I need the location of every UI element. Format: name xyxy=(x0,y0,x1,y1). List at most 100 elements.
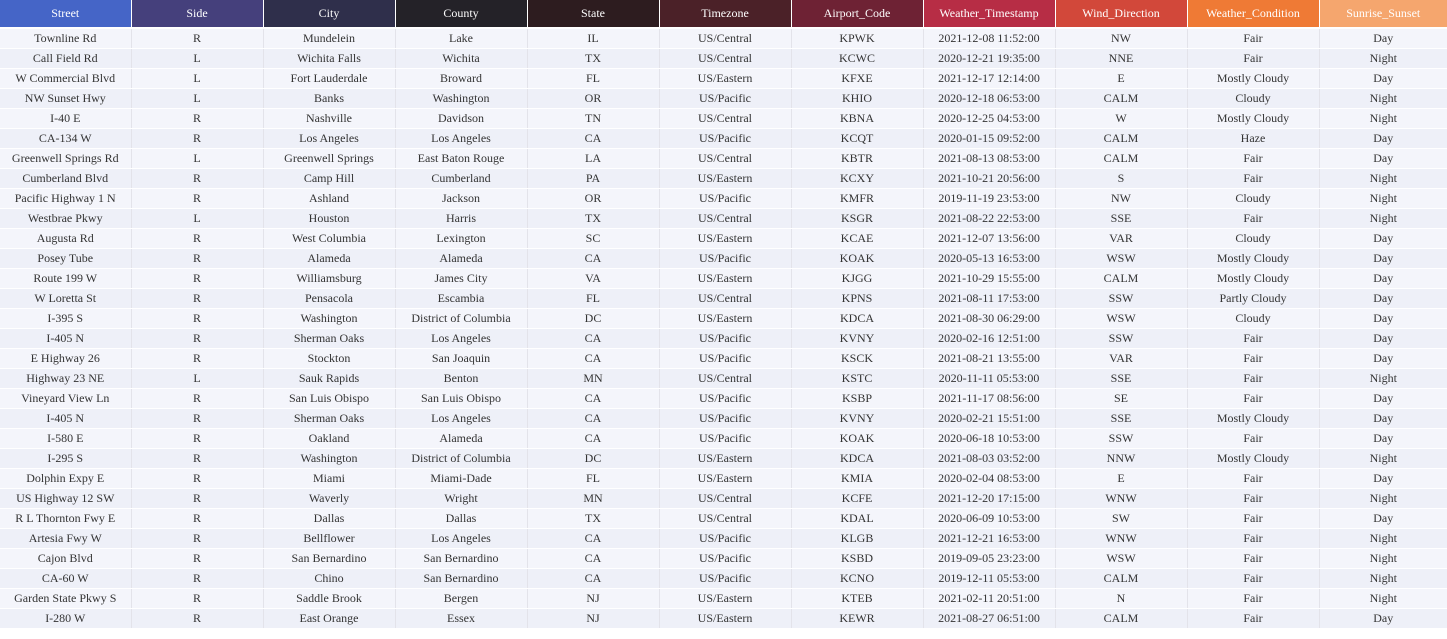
table-row[interactable]: Call Field Rd L Wichita Falls Wichita TX US/C… xyxy=(0,48,1447,69)
table-row[interactable]: Garden State Pkwy S R Saddle Brook Bergen NJ… xyxy=(0,588,1447,609)
cell-airport-code: KVNY xyxy=(791,328,924,349)
cell-wind-direction: SSW xyxy=(1055,288,1188,309)
cell-city: Mundelein xyxy=(263,29,396,49)
cell-timezone: US/Pacific xyxy=(659,328,792,349)
table-row[interactable]: Augusta Rd R West Columbia Lexington SC US/Ea… xyxy=(0,228,1447,249)
cell-county: Essex xyxy=(395,608,528,629)
cell-city: Wichita Falls xyxy=(263,48,396,69)
cell-street: I-40 E xyxy=(0,108,132,129)
cell-county: San Joaquin xyxy=(395,348,528,369)
column-header-sunrise-sunset[interactable]: Sunrise_Sunset xyxy=(1319,0,1447,27)
cell-weather-condition: Fair xyxy=(1187,608,1320,629)
cell-timezone: US/Central xyxy=(659,29,792,49)
table-row[interactable]: I-395 S R Washington District of Columbia DC… xyxy=(0,308,1447,329)
cell-weather-condition: Cloudy xyxy=(1187,308,1320,329)
column-header-weather-timestamp[interactable]: Weather_Timestamp xyxy=(923,0,1056,27)
cell-airport-code: KSGR xyxy=(791,208,924,229)
cell-county: Washington xyxy=(395,88,528,109)
table-row[interactable]: I-40 E R Nashville Davidson TN US/Central KBNA… xyxy=(0,108,1447,129)
cell-street: I-405 N xyxy=(0,408,132,429)
table-row[interactable]: I-280 W R East Orange Essex NJ US/Eastern KEWR… xyxy=(0,608,1447,629)
cell-timezone: US/Central xyxy=(659,288,792,309)
table-row[interactable]: Townline Rd R Mundelein Lake IL US/Central KPW… xyxy=(0,29,1447,49)
cell-wind-direction: WNW xyxy=(1055,488,1188,509)
table-row[interactable]: W Loretta St R Pensacola Escambia FL US/Centr… xyxy=(0,288,1447,309)
cell-weather-condition: Fair xyxy=(1187,29,1320,49)
table-row[interactable]: Vineyard View Ln R San Luis Obispo San Luis… xyxy=(0,388,1447,409)
table-row[interactable]: I-405 N R Sherman Oaks Los Angeles CA US/Paci… xyxy=(0,328,1447,349)
column-header-state[interactable]: State xyxy=(527,0,660,27)
column-header-wind-direction[interactable]: Wind_Direction xyxy=(1055,0,1188,27)
cell-weather-timestamp: 2021-12-21 16:53:00 xyxy=(923,528,1056,549)
table-row[interactable]: Pacific Highway 1 N R Ashland Jackson OR US/P… xyxy=(0,188,1447,209)
cell-weather-timestamp: 2020-12-25 04:53:00 xyxy=(923,108,1056,129)
cell-weather-timestamp: 2021-10-21 20:56:00 xyxy=(923,168,1056,189)
cell-weather-timestamp: 2020-12-21 19:35:00 xyxy=(923,48,1056,69)
table-row[interactable]: Dolphin Expy E R Miami Miami-Dade FL US/Easte… xyxy=(0,468,1447,489)
cell-city: Stockton xyxy=(263,348,396,369)
cell-side: R xyxy=(131,248,264,269)
cell-wind-direction: CALM xyxy=(1055,608,1188,629)
cell-county: East Baton Rouge xyxy=(395,148,528,169)
cell-timezone: US/Eastern xyxy=(659,608,792,629)
cell-street: I-405 N xyxy=(0,328,132,349)
table-row[interactable]: Greenwell Springs Rd L Greenwell Springs Ea… xyxy=(0,148,1447,169)
table-row[interactable]: Westbrae Pkwy L Houston Harris TX US/Central K… xyxy=(0,208,1447,229)
table-row[interactable]: NW Sunset Hwy L Banks Washington OR US/Pacifi… xyxy=(0,88,1447,109)
cell-weather-timestamp: 2021-02-11 20:51:00 xyxy=(923,588,1056,609)
cell-sunrise-sunset: Night xyxy=(1319,168,1447,189)
cell-airport-code: KCAE xyxy=(791,228,924,249)
cell-county: Alameda xyxy=(395,428,528,449)
cell-wind-direction: NW xyxy=(1055,188,1188,209)
column-header-timezone[interactable]: Timezone xyxy=(659,0,792,27)
table-row[interactable]: W Commercial Blvd L Fort Lauderdale Broward… xyxy=(0,68,1447,89)
table-row[interactable]: I-580 E R Oakland Alameda CA US/Pacific KOAK 20… xyxy=(0,428,1447,449)
table-row[interactable]: Artesia Fwy W R Bellflower Los Angeles CA US/… xyxy=(0,528,1447,549)
cell-weather-timestamp: 2021-08-21 13:55:00 xyxy=(923,348,1056,369)
header-spacer xyxy=(0,27,1447,29)
table-row[interactable]: Route 199 W R Williamsburg James City VA US/E… xyxy=(0,268,1447,289)
cell-side: L xyxy=(131,48,264,69)
column-header-airport-code[interactable]: Airport_Code xyxy=(791,0,924,27)
table-row[interactable]: R L Thornton Fwy E R Dallas Dallas TX US/Cent… xyxy=(0,508,1447,529)
table-row[interactable]: CA-134 W R Los Angeles Los Angeles CA US/Paci… xyxy=(0,128,1447,149)
cell-weather-condition: Partly Cloudy xyxy=(1187,288,1320,309)
cell-sunrise-sunset: Day xyxy=(1319,308,1447,329)
cell-state: FL xyxy=(527,468,660,489)
table-row[interactable]: I-295 S R Washington District of Columbia DC… xyxy=(0,448,1447,469)
cell-sunrise-sunset: Day xyxy=(1319,29,1447,49)
cell-city: Houston xyxy=(263,208,396,229)
cell-sunrise-sunset: Day xyxy=(1319,388,1447,409)
cell-city: Alameda xyxy=(263,248,396,269)
column-header-side[interactable]: Side xyxy=(131,0,264,27)
table-row[interactable]: E Highway 26 R Stockton San Joaquin CA US/Pac… xyxy=(0,348,1447,369)
cell-sunrise-sunset: Night xyxy=(1319,108,1447,129)
column-header-county[interactable]: County xyxy=(395,0,528,27)
cell-side: R xyxy=(131,408,264,429)
column-header-weather-condition[interactable]: Weather_Condition xyxy=(1187,0,1320,27)
cell-county: District of Columbia xyxy=(395,448,528,469)
cell-weather-condition: Fair xyxy=(1187,428,1320,449)
cell-county: Jackson xyxy=(395,188,528,209)
table-row[interactable]: Highway 23 NE L Sauk Rapids Benton MN US/Cent… xyxy=(0,368,1447,389)
cell-weather-condition: Fair xyxy=(1187,488,1320,509)
cell-side: R xyxy=(131,128,264,149)
table-row[interactable]: Cajon Blvd R San Bernardino San Bernardino C… xyxy=(0,548,1447,569)
cell-airport-code: KJGG xyxy=(791,268,924,289)
table-row[interactable]: Posey Tube R Alameda Alameda CA US/Pacific KOA… xyxy=(0,248,1447,269)
column-header-city[interactable]: City xyxy=(263,0,396,27)
cell-airport-code: KSBD xyxy=(791,548,924,569)
table-row[interactable]: US Highway 12 SW R Waverly Wright MN US/Centr… xyxy=(0,488,1447,509)
cell-weather-timestamp: 2020-12-18 06:53:00 xyxy=(923,88,1056,109)
cell-city: Pensacola xyxy=(263,288,396,309)
cell-county: Los Angeles xyxy=(395,408,528,429)
cell-wind-direction: SSE xyxy=(1055,368,1188,389)
cell-airport-code: KTEB xyxy=(791,588,924,609)
cell-wind-direction: CALM xyxy=(1055,148,1188,169)
cell-city: Los Angeles xyxy=(263,128,396,149)
table-row[interactable]: Cumberland Blvd R Camp Hill Cumberland PA US/… xyxy=(0,168,1447,189)
column-header-street[interactable]: Street xyxy=(0,0,132,27)
table-row[interactable]: CA-60 W R Chino San Bernardino CA US/Pacific K… xyxy=(0,568,1447,589)
table-row[interactable]: I-405 N R Sherman Oaks Los Angeles CA US/Paci… xyxy=(0,408,1447,429)
cell-side: R xyxy=(131,308,264,329)
